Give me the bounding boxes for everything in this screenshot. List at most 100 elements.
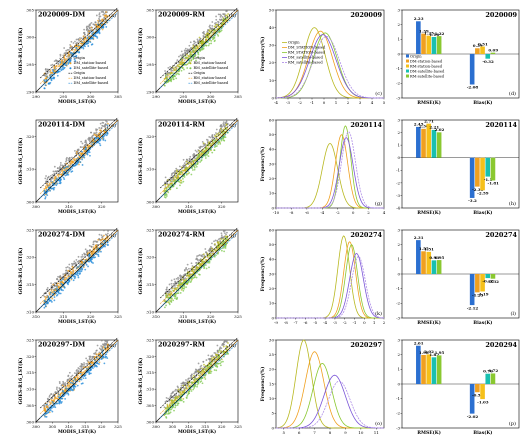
legend-swatch — [406, 54, 409, 58]
scatter-point — [199, 49, 202, 52]
bar-value-label: 1.39 — [419, 28, 429, 33]
scatter-point — [182, 397, 185, 400]
legend-label: RM_station-based — [193, 61, 226, 65]
scatter-point — [107, 244, 109, 246]
scatter-point — [203, 266, 206, 269]
bar — [485, 54, 491, 59]
bar-value-label: -1.81 — [488, 181, 500, 186]
frequency-legend: OriginDM_STATION-basedRM_STATION-basedDM… — [282, 40, 326, 64]
bar — [480, 384, 485, 400]
scatter-point — [223, 232, 226, 235]
scatter-point — [98, 142, 101, 145]
scatter-point — [213, 149, 216, 152]
y-tick-label: -3 — [396, 193, 400, 198]
scatter-point — [92, 262, 94, 264]
scatter-point — [191, 277, 194, 280]
scatter-point — [176, 296, 179, 299]
scatter-point — [224, 247, 227, 249]
scatter-point — [205, 145, 208, 148]
frequency-curve — [276, 256, 385, 319]
scatter-point — [209, 136, 212, 139]
bar-value-label: 1.22 — [435, 31, 445, 36]
scatter-point — [177, 402, 179, 405]
scatter-point — [222, 124, 225, 127]
scatter-point — [218, 349, 221, 352]
x-group-label: RMSE(K) — [417, 319, 441, 326]
y-tick-label: 310 — [146, 167, 154, 172]
scatter-point — [173, 288, 176, 290]
scatter-point — [209, 363, 212, 366]
bar — [426, 123, 432, 158]
scatter-point — [63, 67, 65, 70]
bar-panel: -3-2-101232.311.551.510.930.95RMSE(K)-2.… — [396, 227, 520, 326]
scatter-point — [84, 268, 87, 271]
y-tick-label: 3 — [397, 227, 400, 232]
scatter-point — [80, 140, 83, 143]
scatter-point — [88, 151, 91, 154]
scatter-point — [105, 134, 108, 137]
frequency-curve — [276, 363, 384, 429]
x-tick-label: 305 — [114, 94, 122, 99]
scatter-point — [193, 42, 196, 45]
scatter-point — [81, 253, 84, 256]
y-tick-label: -3 — [396, 425, 400, 430]
scatter-point — [86, 359, 89, 362]
x-tick-label: 9 — [344, 430, 347, 435]
scatter-point — [50, 299, 52, 302]
scatter-point — [178, 281, 181, 284]
scatter-point — [199, 42, 202, 44]
panel-letter: (j) — [231, 232, 237, 239]
scatter-point — [227, 342, 229, 344]
y-axis-label: Frequency(%) — [259, 37, 266, 72]
y-tick-label: 320 — [26, 134, 34, 139]
scatter-point — [57, 173, 60, 176]
scatter-point — [51, 63, 54, 66]
scatter-point — [86, 152, 89, 155]
scatter-point — [44, 303, 47, 306]
scatter-point — [174, 404, 177, 407]
scatter-point — [176, 59, 179, 62]
legend-swatch — [406, 64, 409, 68]
scatter-point — [50, 301, 53, 303]
scatter-point — [99, 133, 102, 136]
scatter-point — [185, 267, 188, 269]
frequency-curve — [276, 131, 384, 209]
scatter-point — [90, 26, 93, 29]
scatter-point — [67, 374, 70, 377]
scatter-point — [179, 292, 182, 294]
scatter-point — [101, 124, 104, 127]
scatter-point — [65, 159, 68, 162]
legend-label: Origin — [193, 56, 205, 60]
scatter-point — [56, 284, 58, 287]
scatter-point — [218, 244, 221, 247]
y-tick-label: 3 — [397, 7, 400, 12]
scatter-point — [53, 299, 56, 302]
scatter-point — [63, 170, 66, 173]
y-tick-label: 30 — [269, 337, 275, 342]
scatter-point — [83, 32, 86, 34]
scatter-point — [190, 381, 193, 384]
scatter-point — [81, 158, 84, 161]
scatter-point — [88, 26, 90, 28]
scatter-point — [182, 384, 185, 387]
scatter-point — [175, 277, 178, 280]
legend-label: Origin — [73, 56, 85, 60]
y-tick-label: 0 — [397, 155, 400, 160]
scatter-point — [222, 122, 225, 125]
scatter-point — [179, 280, 181, 282]
scatter-point — [205, 367, 208, 370]
scatter-point — [174, 390, 176, 392]
scatter-point — [104, 355, 107, 358]
x-tick-label: -5 — [313, 320, 317, 325]
scatter-point — [49, 179, 52, 182]
panel-letter: (l) — [510, 310, 516, 317]
scatter-point — [217, 13, 220, 16]
scatter-point — [177, 173, 179, 176]
bar — [475, 157, 480, 187]
scatter-point — [75, 38, 78, 41]
scatter-point — [94, 139, 96, 142]
y-tick-label: 3 — [397, 337, 400, 342]
scatter-point — [183, 49, 186, 52]
scatter-point — [96, 240, 99, 243]
